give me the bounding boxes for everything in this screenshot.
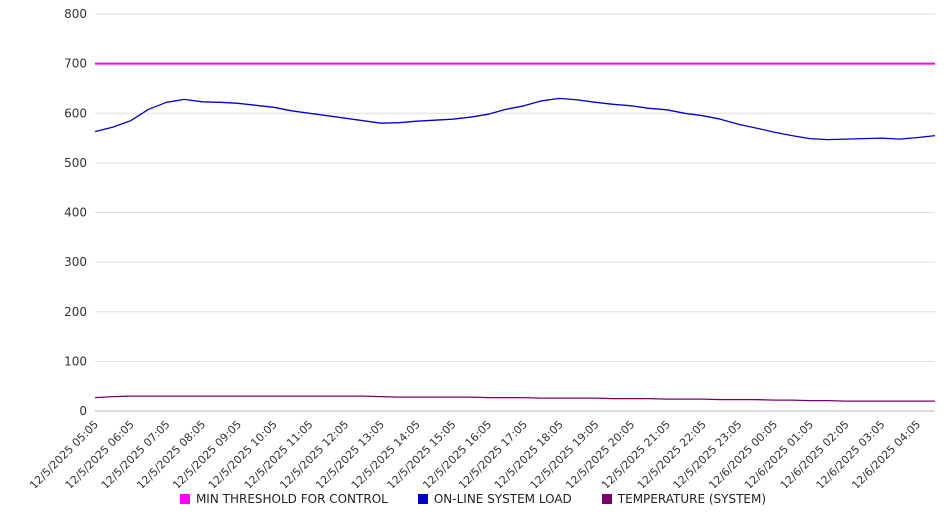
y-axis-tick-label: 600 <box>64 106 87 120</box>
legend-label-min-threshold: MIN THRESHOLD FOR CONTROL <box>195 492 388 506</box>
legend-swatch-min-threshold <box>179 494 190 504</box>
legend-label-system-load: ON-LINE SYSTEM LOAD <box>433 492 572 506</box>
legend-swatch-system-load <box>417 494 428 504</box>
y-axis-tick-label: 700 <box>64 57 87 71</box>
y-axis-tick-label: 100 <box>64 354 87 368</box>
series-line-1 <box>94 97 936 141</box>
y-axis-tick-label: 800 <box>64 7 87 21</box>
legend-item-min-threshold: MIN THRESHOLD FOR CONTROL <box>179 492 388 506</box>
y-axis-tick-label: 200 <box>64 305 87 319</box>
chart-legend: MIN THRESHOLD FOR CONTROL ON-LINE SYSTEM… <box>0 492 946 506</box>
legend-swatch-temperature <box>601 494 612 504</box>
y-axis-tick-label: 300 <box>64 255 87 269</box>
y-axis-tick-label: 500 <box>64 156 87 170</box>
line-chart: 0 100 200 300 400 500 600 700 800 12/5/2025 05:05… <box>0 0 946 488</box>
legend-item-temperature: TEMPERATURE (SYSTEM) <box>601 492 767 506</box>
legend-label-temperature: TEMPERATURE (SYSTEM) <box>617 492 767 506</box>
y-axis-tick-label: 0 <box>79 404 87 418</box>
series-line-2 <box>94 395 935 402</box>
chart-background <box>0 0 946 488</box>
y-axis-tick-label: 400 <box>64 206 87 220</box>
legend-item-system-load: ON-LINE SYSTEM LOAD <box>417 492 572 506</box>
